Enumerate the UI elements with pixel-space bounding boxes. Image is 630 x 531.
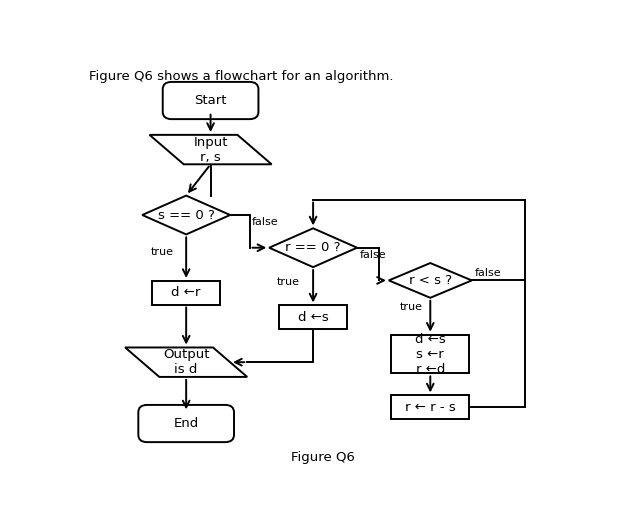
Polygon shape	[389, 263, 472, 298]
Polygon shape	[142, 195, 230, 234]
Text: Output
is d: Output is d	[163, 348, 209, 376]
Polygon shape	[125, 347, 247, 377]
Bar	[152, 281, 220, 305]
Text: false: false	[474, 268, 501, 278]
Text: true: true	[399, 302, 422, 312]
Text: d ←r: d ←r	[171, 286, 201, 299]
Text: End: End	[173, 417, 199, 430]
Text: d ←s
s ←r
r ←d: d ←s s ←r r ←d	[415, 332, 445, 375]
Bar	[391, 395, 469, 419]
Text: Figure Q6 shows a flowchart for an algorithm.: Figure Q6 shows a flowchart for an algor…	[88, 70, 393, 83]
Text: Input
r, s: Input r, s	[193, 135, 228, 164]
FancyBboxPatch shape	[163, 82, 258, 119]
Text: Start: Start	[194, 94, 227, 107]
Text: false: false	[360, 250, 386, 260]
Bar	[279, 305, 347, 329]
Text: r ← r - s: r ← r - s	[405, 401, 455, 414]
Text: r == 0 ?: r == 0 ?	[285, 241, 341, 254]
Text: d ←s: d ←s	[298, 311, 328, 324]
Polygon shape	[269, 228, 357, 267]
Text: false: false	[252, 217, 278, 227]
Polygon shape	[149, 135, 272, 164]
Text: true: true	[150, 247, 173, 256]
Text: r < s ?: r < s ?	[409, 274, 452, 287]
Text: s == 0 ?: s == 0 ?	[158, 209, 215, 221]
Bar	[391, 335, 469, 373]
Text: true: true	[277, 277, 301, 287]
Text: Figure Q6: Figure Q6	[291, 451, 355, 464]
FancyBboxPatch shape	[139, 405, 234, 442]
